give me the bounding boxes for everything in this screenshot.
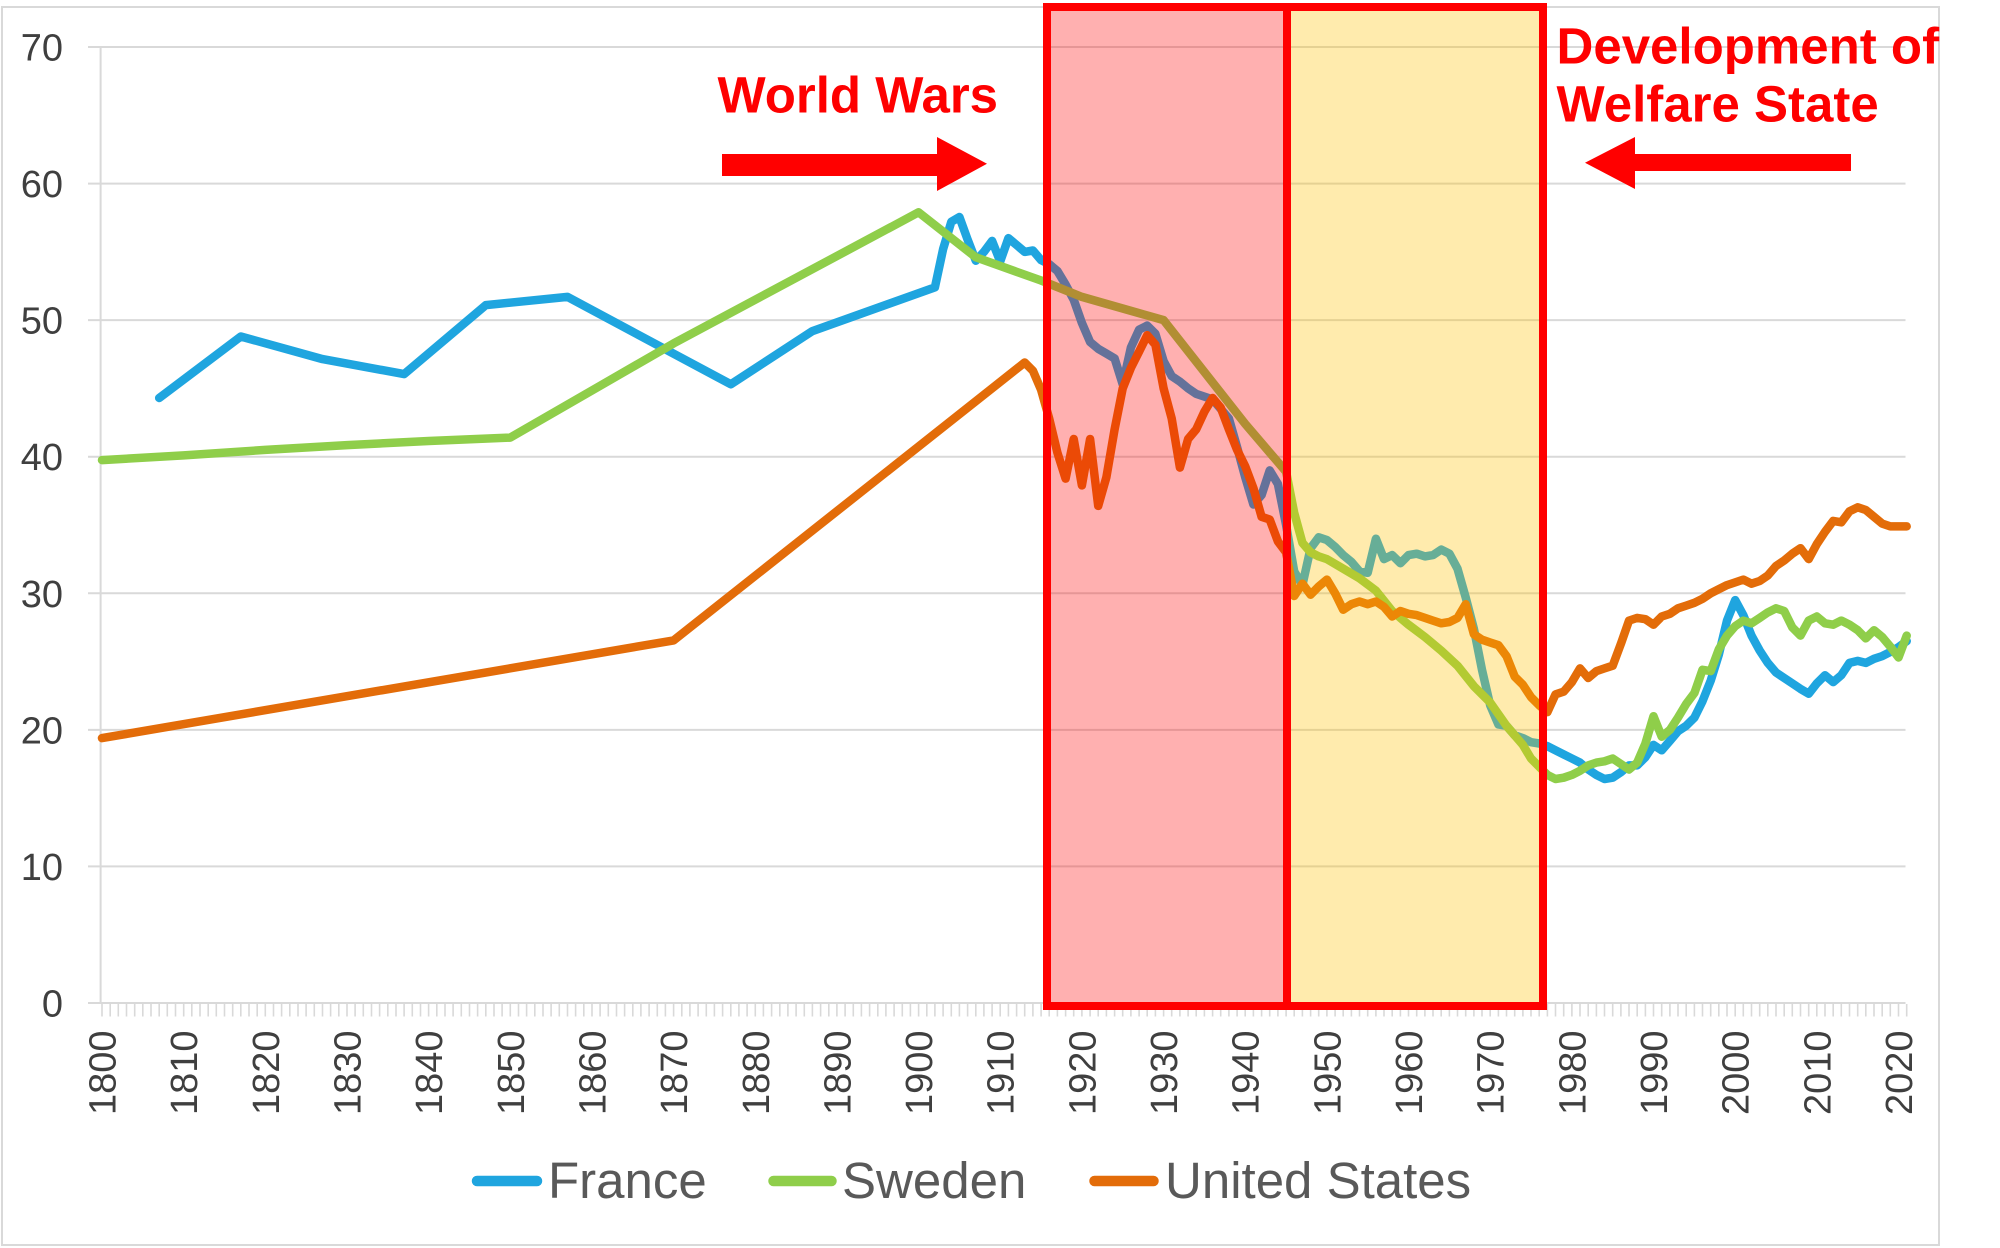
svg-text:2020: 2020: [1879, 1030, 1921, 1115]
svg-text:20: 20: [21, 710, 63, 752]
svg-text:1840: 1840: [409, 1030, 451, 1115]
svg-text:United States: United States: [1165, 1152, 1471, 1209]
svg-text:2000: 2000: [1716, 1030, 1758, 1115]
svg-text:1880: 1880: [736, 1030, 778, 1115]
svg-text:1990: 1990: [1634, 1030, 1676, 1115]
svg-text:1900: 1900: [899, 1030, 941, 1115]
svg-text:1970: 1970: [1471, 1030, 1513, 1115]
svg-text:2010: 2010: [1797, 1030, 1839, 1115]
svg-text:10: 10: [21, 847, 63, 889]
svg-text:1870: 1870: [654, 1030, 696, 1115]
svg-text:Welfare State: Welfare State: [1557, 76, 1879, 133]
svg-text:1810: 1810: [164, 1030, 206, 1115]
svg-text:1950: 1950: [1307, 1030, 1349, 1115]
svg-text:50: 50: [21, 301, 63, 343]
svg-text:1850: 1850: [491, 1030, 533, 1115]
svg-text:1800: 1800: [83, 1030, 125, 1115]
svg-text:Development of: Development of: [1557, 18, 1941, 75]
svg-text:60: 60: [21, 164, 63, 206]
svg-text:World Wars: World Wars: [718, 67, 999, 124]
svg-text:1890: 1890: [817, 1030, 859, 1115]
svg-text:1960: 1960: [1389, 1030, 1431, 1115]
svg-text:1820: 1820: [246, 1030, 288, 1115]
svg-text:1920: 1920: [1062, 1030, 1104, 1115]
svg-text:1930: 1930: [1144, 1030, 1186, 1115]
svg-text:1940: 1940: [1226, 1030, 1268, 1115]
svg-text:70: 70: [21, 28, 63, 70]
svg-text:30: 30: [21, 574, 63, 616]
svg-text:France: France: [548, 1152, 707, 1209]
svg-text:1860: 1860: [573, 1030, 615, 1115]
svg-text:Sweden: Sweden: [842, 1152, 1026, 1209]
svg-text:1910: 1910: [981, 1030, 1023, 1115]
svg-text:1830: 1830: [328, 1030, 370, 1115]
svg-text:40: 40: [21, 437, 63, 479]
svg-text:1980: 1980: [1552, 1030, 1594, 1115]
svg-text:0: 0: [42, 984, 63, 1026]
